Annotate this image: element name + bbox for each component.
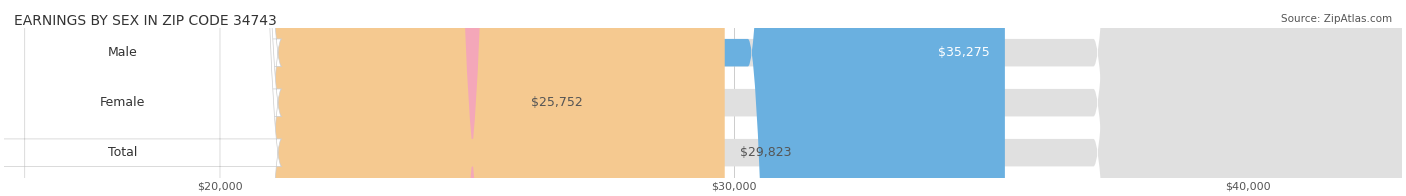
FancyBboxPatch shape <box>219 0 1402 196</box>
Text: Source: ZipAtlas.com: Source: ZipAtlas.com <box>1281 14 1392 24</box>
Text: $35,275: $35,275 <box>938 46 990 59</box>
FancyBboxPatch shape <box>219 0 516 196</box>
Text: Female: Female <box>100 96 145 109</box>
FancyBboxPatch shape <box>0 0 281 196</box>
Text: Total: Total <box>108 146 136 159</box>
FancyBboxPatch shape <box>219 0 724 196</box>
FancyBboxPatch shape <box>0 0 281 196</box>
Text: EARNINGS BY SEX IN ZIP CODE 34743: EARNINGS BY SEX IN ZIP CODE 34743 <box>14 14 277 28</box>
Text: $29,823: $29,823 <box>740 146 792 159</box>
Text: $25,752: $25,752 <box>531 96 582 109</box>
FancyBboxPatch shape <box>219 0 1402 196</box>
FancyBboxPatch shape <box>0 0 281 196</box>
Text: Male: Male <box>107 46 138 59</box>
FancyBboxPatch shape <box>219 0 1005 196</box>
FancyBboxPatch shape <box>219 0 1402 196</box>
